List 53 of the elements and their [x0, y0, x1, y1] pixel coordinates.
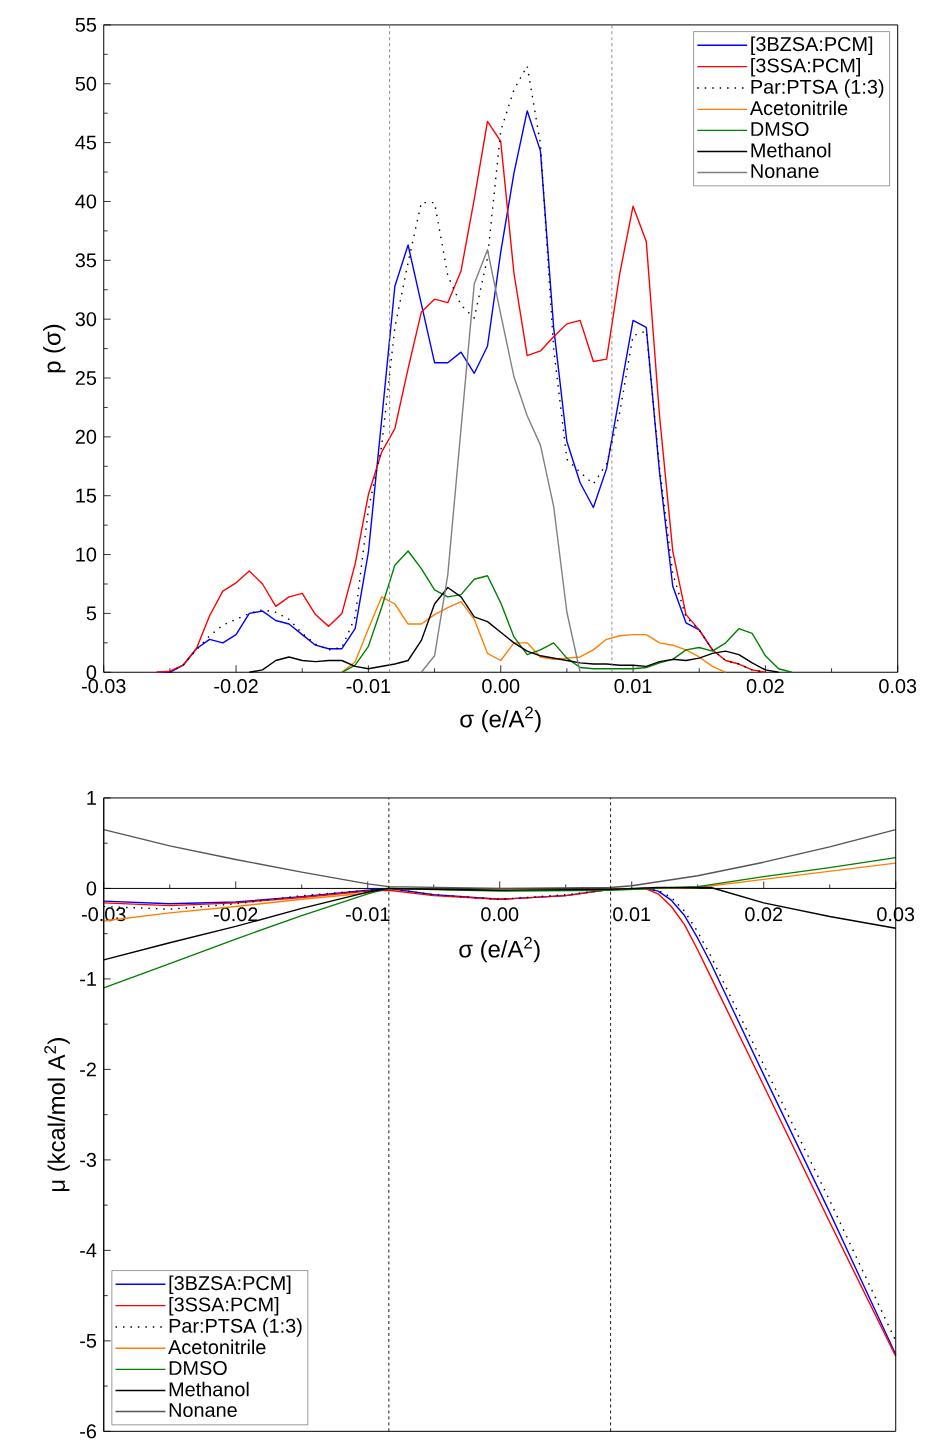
legend-label: DMSO	[169, 1360, 227, 1376]
y-tick-label: -3	[80, 1152, 97, 1167]
x-axis-title: σ (e/A$^{2}$)	[459, 936, 540, 963]
y-tick-label: 25	[75, 370, 97, 386]
y-tick-label: 1	[87, 791, 97, 805]
y-tick-label: 5	[86, 606, 97, 621]
legend-label: [3SSA:PCM]	[169, 1296, 279, 1316]
x-tick-label: -0.02	[214, 679, 258, 694]
y-tick-label: 0	[86, 881, 97, 896]
y-tick-label: 0	[86, 665, 97, 680]
legend-label: [3BZSA:PCM]	[751, 36, 873, 56]
y-tick-label: 30	[75, 312, 97, 327]
y-axis-title: p (σ)	[43, 324, 66, 373]
x-tick-label: 0.03	[879, 679, 917, 694]
x-tick-label: 0.00	[481, 907, 519, 922]
legend-label: [3BZSA:PCM]	[169, 1275, 291, 1295]
y-tick-label: -5	[80, 1333, 97, 1348]
legend-label: Acetonitrile	[168, 1339, 266, 1355]
y-tick-label: 20	[75, 429, 97, 444]
y-tick-label: -6	[80, 1424, 97, 1439]
y-tick-label: -2	[80, 1062, 97, 1077]
line-series	[341, 596, 727, 673]
y-tick-label: 15	[76, 488, 97, 503]
x-tick-label: -0.02	[214, 907, 258, 922]
y-tick-label: 45	[75, 135, 97, 150]
x-tick-label: 0.01	[613, 907, 651, 922]
line-series	[420, 249, 582, 673]
x-tick-label: 0.02	[747, 679, 784, 694]
x-axis-title: σ (e/A$^{2}$)	[460, 706, 541, 733]
y-tick-label: 50	[75, 76, 97, 91]
legend-label: [3SSA:PCM]	[751, 57, 861, 77]
y-tick-label: -4	[80, 1243, 97, 1258]
legend-label: Acetonitrile	[750, 100, 848, 116]
x-tick-label: 0.01	[614, 679, 652, 694]
y-axis-title: μ (kcal/mol A$^{2}$)	[44, 1038, 70, 1192]
x-tick-label: -0.01	[346, 907, 390, 922]
legend-label: Nonane	[169, 1403, 237, 1418]
y-tick-label: 35	[75, 253, 97, 268]
legend-label: Methanol	[169, 1381, 249, 1397]
x-tick-label: -0.03	[82, 679, 126, 694]
y-tick-label: -1	[80, 972, 97, 986]
legend-label: Par:PTSA (1:3)	[751, 79, 884, 98]
line-series	[103, 828, 897, 890]
x-tick-label: 0.00	[482, 679, 520, 694]
legend-label: DMSO	[751, 122, 809, 137]
x-tick-label: -0.01	[346, 679, 391, 694]
legend-label: Nonane	[751, 164, 819, 179]
y-tick-label: 40	[75, 194, 97, 209]
y-tick-label: 55	[75, 17, 97, 32]
y-tick-label: 10	[76, 547, 97, 562]
legend-label: Par:PTSA (1:3)	[169, 1318, 302, 1337]
x-tick-label: 0.02	[745, 907, 783, 922]
legend-label: Methanol	[751, 142, 831, 158]
